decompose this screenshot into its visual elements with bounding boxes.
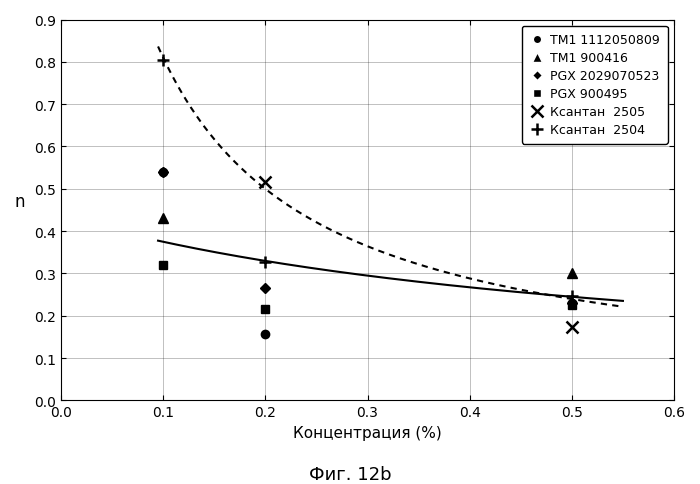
- Y-axis label: n: n: [15, 193, 25, 211]
- X-axis label: Концентрация (%): Концентрация (%): [293, 425, 442, 440]
- Legend: TM1 1112050809, TM1 900416, PGX 2029070523, PGX 900495, Ксантан  2505, Ксантан  : TM1 1112050809, TM1 900416, PGX 20290705…: [522, 27, 668, 144]
- Text: Фиг. 12b: Фиг. 12b: [309, 465, 391, 483]
